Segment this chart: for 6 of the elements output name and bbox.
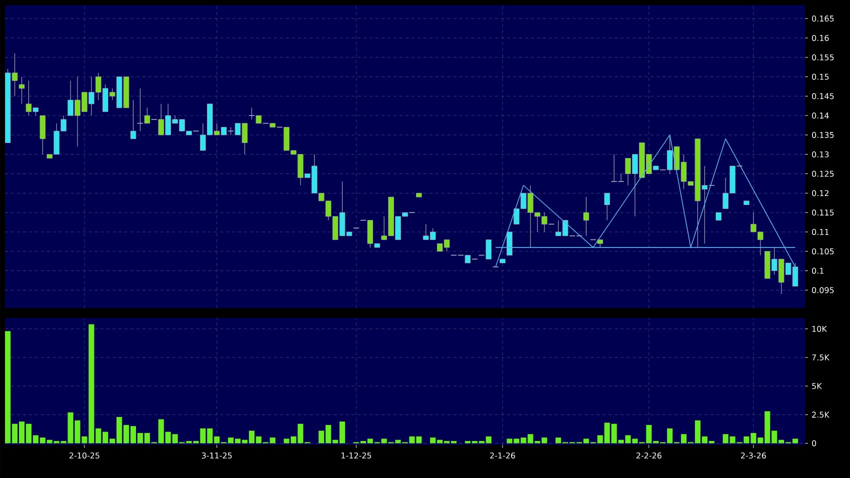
candlestick: [506, 232, 512, 256]
candlestick: [40, 115, 46, 155]
candlestick: [130, 100, 136, 140]
candlestick: [18, 76, 25, 104]
candlestick: [604, 192, 610, 221]
candlestick: [583, 196, 590, 236]
